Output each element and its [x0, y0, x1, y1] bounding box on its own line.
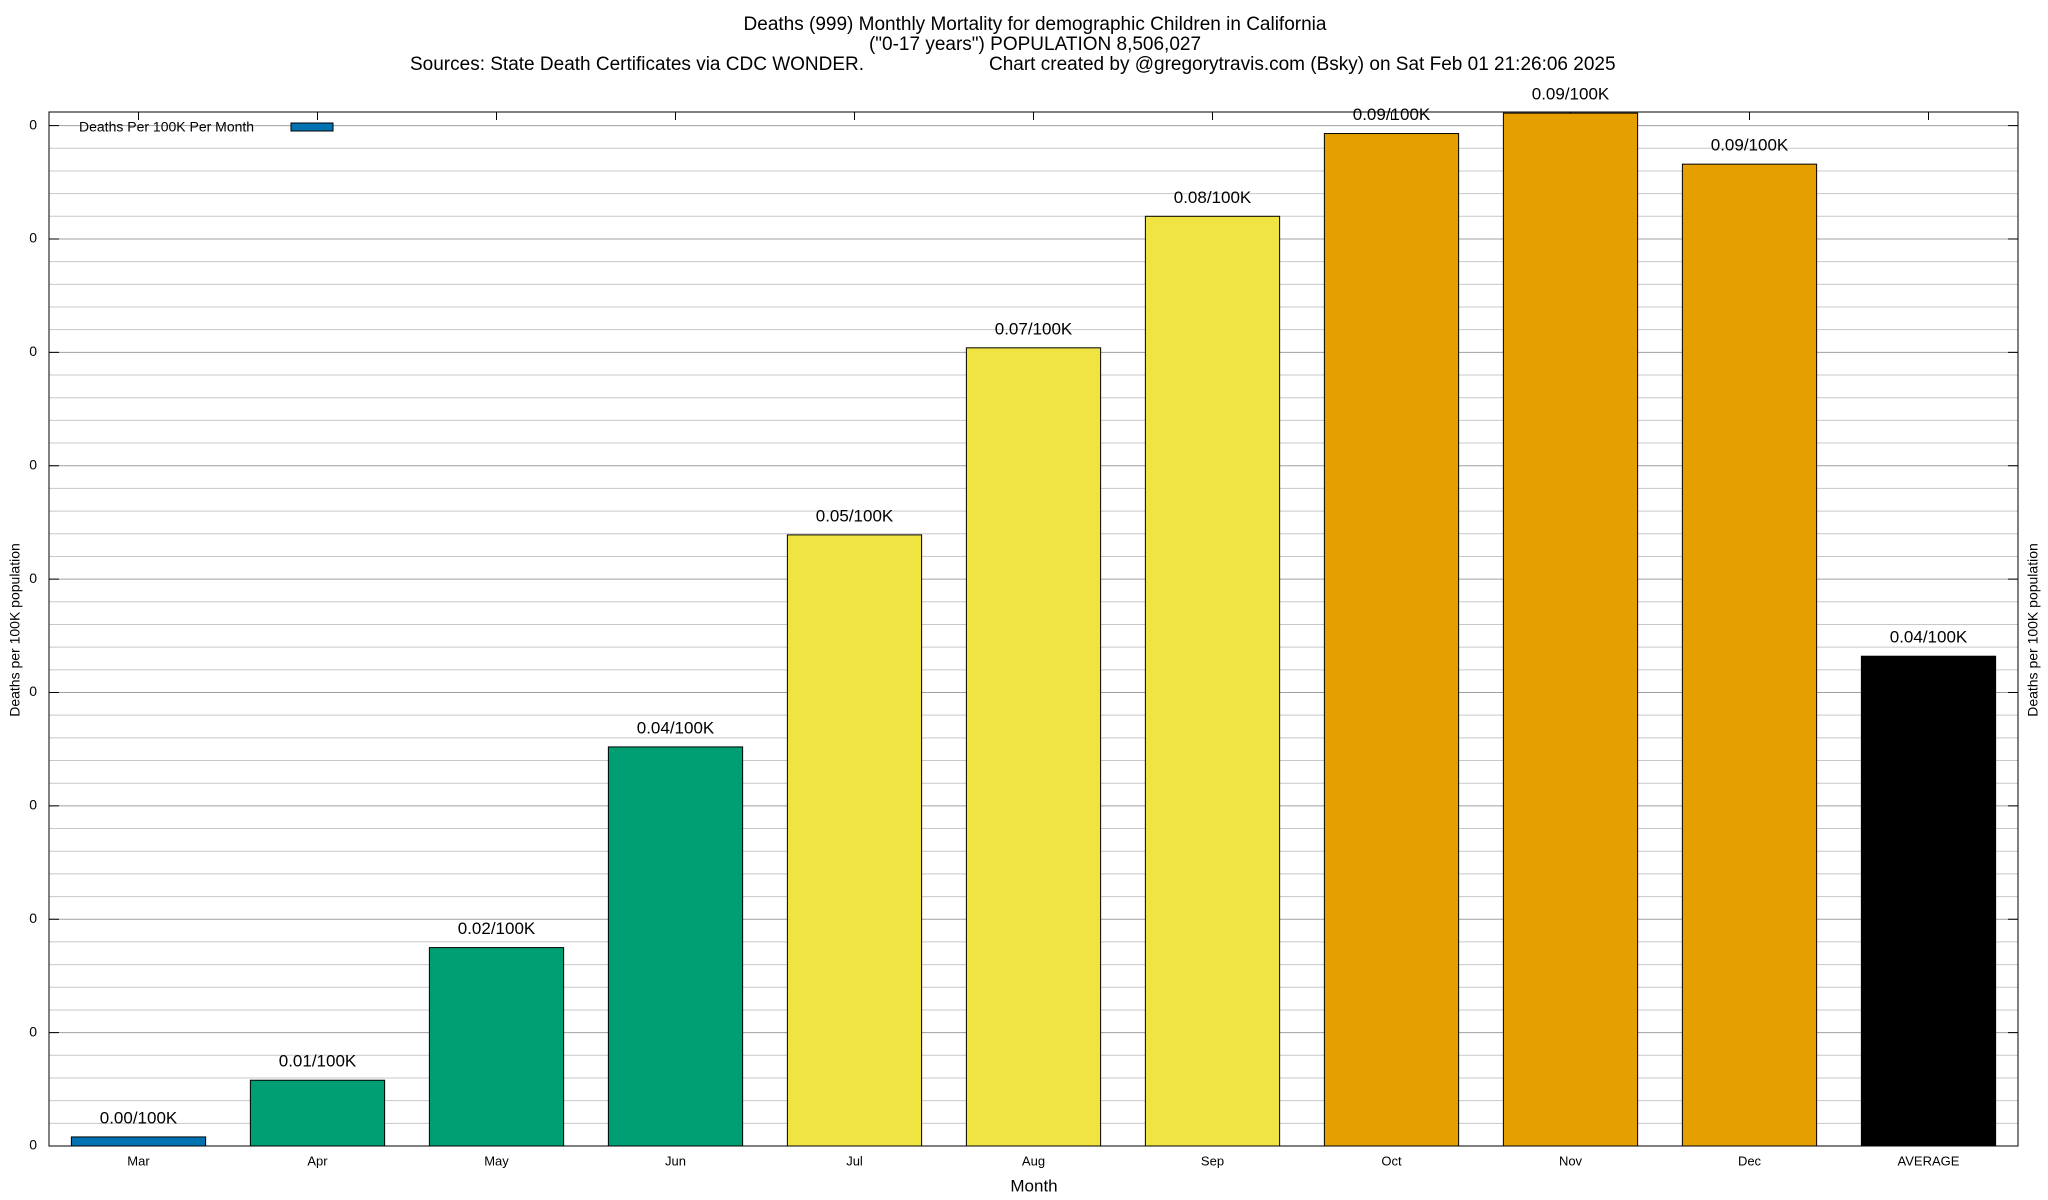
x-tick-label: Aug — [1022, 1153, 1045, 1168]
x-tick-label: Oct — [1381, 1153, 1402, 1168]
bar — [965, 347, 1102, 1147]
y-axis-label: Deaths per 100K population — [7, 543, 23, 717]
value-label: 0.09/100K — [1532, 85, 1610, 104]
x-tick-label: Jun — [665, 1153, 686, 1168]
bar — [1681, 163, 1818, 1147]
x-tick-label: Mar — [127, 1153, 150, 1168]
x-tick-label: Nov — [1559, 1153, 1583, 1168]
y-tick-label: 0 — [29, 116, 37, 132]
bar — [70, 1136, 207, 1147]
y-tick-label: 0 — [29, 1023, 37, 1039]
value-label: 0.05/100K — [816, 506, 894, 525]
x-tick-label: Jul — [846, 1153, 863, 1168]
x-tick-label: Dec — [1738, 1153, 1762, 1168]
value-label: 0.07/100K — [995, 319, 1073, 338]
bar — [1323, 133, 1460, 1147]
legend-label: Deaths Per 100K Per Month — [79, 119, 254, 135]
y-tick-label: 0 — [29, 1137, 37, 1153]
bar — [1860, 655, 1997, 1147]
y-tick-label: 0 — [29, 570, 37, 586]
value-label: 0.01/100K — [279, 1052, 357, 1071]
x-tick-label: Apr — [307, 1153, 328, 1168]
chart-subtitle: ("0-17 years") POPULATION 8,506,027 — [869, 34, 1201, 55]
x-axis-label: Month — [1010, 1176, 1057, 1195]
y2-axis-label: Deaths per 100K population — [2025, 543, 2041, 717]
x-tick-label: Sep — [1201, 1153, 1224, 1168]
bar — [428, 947, 565, 1147]
chart-title: Deaths (999) Monthly Mortality for demog… — [744, 14, 1327, 35]
bar — [607, 746, 744, 1147]
y-tick-label: 0 — [29, 797, 37, 813]
value-label: 0.09/100K — [1353, 105, 1431, 124]
y-tick-label: 0 — [29, 230, 37, 246]
bar — [786, 534, 923, 1147]
value-label: 0.09/100K — [1711, 136, 1789, 155]
bar — [249, 1079, 386, 1147]
bar — [1502, 112, 1639, 1147]
value-label: 0.04/100K — [1890, 628, 1968, 647]
sources: Sources: State Death Certificates via CD… — [410, 54, 864, 75]
value-label: 0.00/100K — [100, 1108, 178, 1127]
value-label: 0.08/100K — [1174, 188, 1252, 207]
y-tick-label: 0 — [29, 343, 37, 359]
x-tick-label: AVERAGE — [1898, 1153, 1960, 1168]
value-label: 0.04/100K — [637, 718, 715, 737]
plot-frame — [48, 111, 2019, 1147]
y-tick-label: 0 — [29, 910, 37, 926]
legend-swatch — [290, 122, 334, 132]
value-label: 0.02/100K — [458, 919, 536, 938]
bar — [1144, 215, 1281, 1147]
y-tick-label: 0 — [29, 683, 37, 699]
y-tick-label: 0 — [29, 456, 37, 472]
credit: Chart created by @gregorytravis.com (Bsk… — [989, 54, 1616, 75]
x-tick-label: May — [484, 1153, 509, 1168]
